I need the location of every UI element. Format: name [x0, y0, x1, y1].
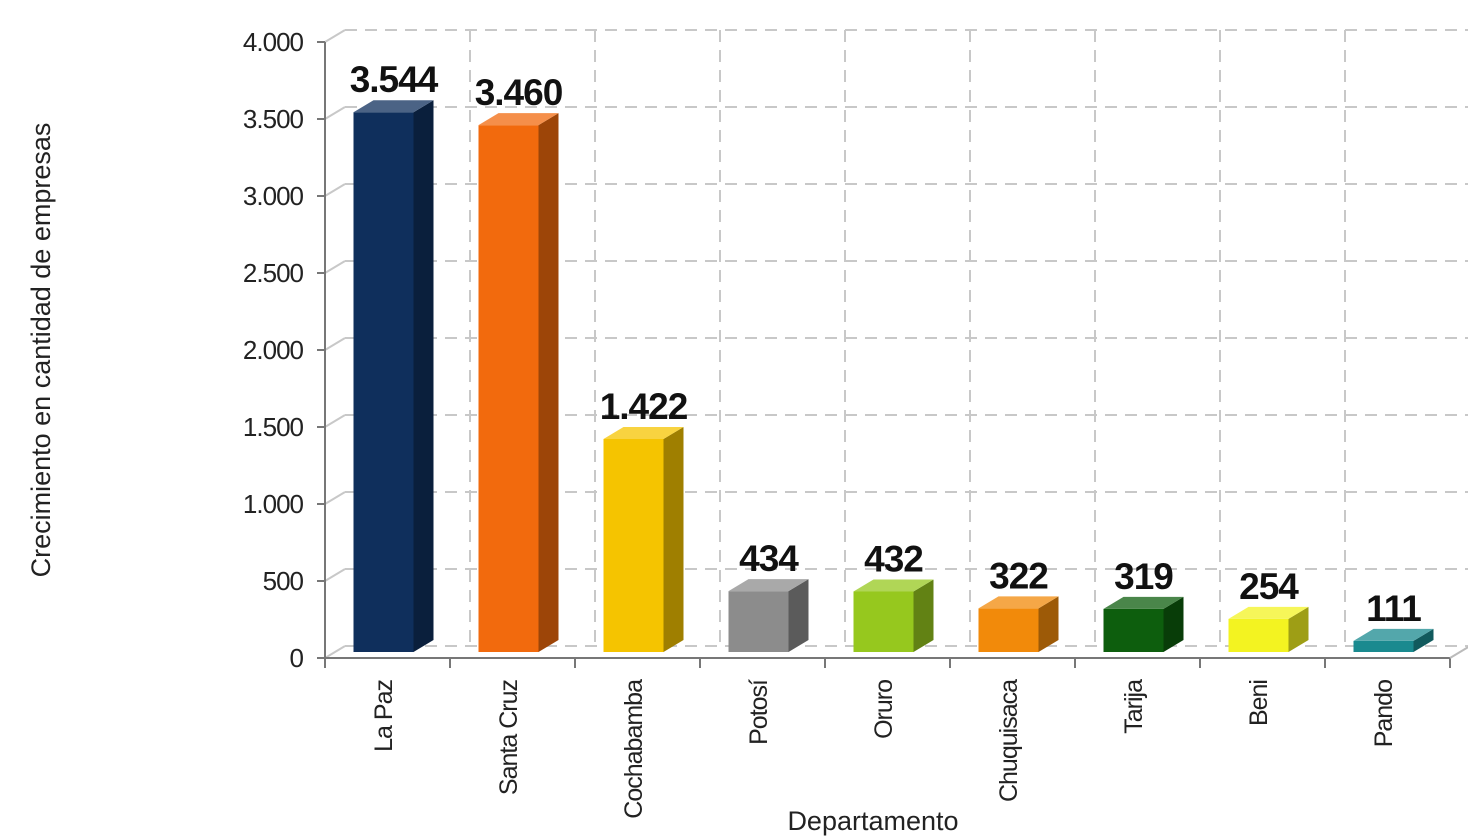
- bar-value-label: 322: [989, 555, 1048, 596]
- x-category-label: Potosí: [745, 679, 773, 745]
- y-tick-label: 500: [263, 566, 304, 596]
- gridline-depth: [324, 337, 346, 351]
- x-category-label: Tarija: [1120, 679, 1148, 734]
- bar-side: [538, 113, 559, 652]
- bar-top: [1103, 596, 1184, 609]
- bar: [853, 579, 934, 652]
- bars-layer: [353, 100, 1434, 652]
- gridline-depth: [324, 29, 346, 43]
- bar-side: [1288, 606, 1309, 652]
- y-axis-title: Crecimiento en cantidad de empresas: [26, 123, 56, 578]
- y-tick-label: 0: [290, 643, 304, 673]
- bar-front: [1228, 618, 1289, 652]
- bar: [1228, 606, 1309, 652]
- bar-top: [978, 596, 1059, 609]
- bar-side: [663, 427, 684, 652]
- bar-side: [1413, 628, 1434, 652]
- bar: [978, 596, 1059, 652]
- y-tick-label: 1.000: [243, 489, 304, 519]
- bar-front: [478, 125, 539, 652]
- bar-side: [413, 100, 434, 652]
- bar-top: [1353, 628, 1434, 641]
- gridline-depth: [324, 260, 346, 274]
- labels-layer: 0 500 1.000 1.500 2.000 2.500 3.000 3.500 4.000 3…: [243, 27, 1422, 819]
- bar-value-label: 432: [864, 538, 923, 579]
- bar: [478, 113, 559, 652]
- bar-front: [978, 608, 1039, 652]
- y-tick-label: 3.000: [243, 181, 304, 211]
- bar-value-label: 111: [1366, 588, 1421, 629]
- bar: [728, 579, 809, 652]
- x-category-label: Santa Cruz: [495, 680, 523, 796]
- x-category-label: Cochabamba: [620, 679, 648, 819]
- axis-layer: [317, 41, 1468, 668]
- bar: [1353, 628, 1434, 652]
- bar-top: [1228, 606, 1309, 619]
- bar: [1103, 596, 1184, 652]
- bar-side: [1163, 596, 1184, 652]
- x-category-label: La Paz: [370, 680, 398, 752]
- x-axis-title: Departamento: [787, 806, 958, 836]
- x-category-label: Pando: [1370, 680, 1398, 747]
- bar-value-label: 3.460: [475, 72, 563, 113]
- bar-top: [853, 579, 934, 592]
- bar-top: [728, 579, 809, 592]
- bar-front: [728, 591, 789, 652]
- bar-value-label: 319: [1114, 556, 1173, 597]
- bar-front: [1103, 608, 1164, 652]
- bar-value-label: 1.422: [600, 386, 688, 427]
- bar: [353, 100, 434, 652]
- gridline-depth: [324, 491, 346, 505]
- bar-front: [603, 439, 664, 652]
- bar-side: [1038, 596, 1059, 652]
- x-category-label: Chuquisaca: [995, 679, 1023, 802]
- gridline-depth: [324, 568, 346, 582]
- gridline-depth: [324, 183, 346, 197]
- gridline-depth: [324, 106, 346, 120]
- bar-value-label: 434: [739, 538, 799, 579]
- bar: [603, 427, 684, 652]
- bar-front: [853, 591, 914, 652]
- gridline-depth: [324, 414, 346, 428]
- bar-side: [788, 579, 809, 652]
- gridline-depth: [324, 645, 346, 659]
- bar-top: [353, 100, 434, 113]
- y-tick-label: 2.000: [243, 335, 304, 365]
- x-category-label: Oruro: [870, 680, 898, 739]
- bar-side: [913, 579, 934, 652]
- bar-value-label: 254: [1239, 566, 1299, 607]
- bar-top: [603, 427, 684, 440]
- bar-front: [353, 112, 414, 652]
- y-tick-label: 3.500: [243, 104, 304, 134]
- y-tick-label: 4.000: [243, 27, 304, 57]
- floor-edge: [1449, 646, 1468, 659]
- y-tick-label: 1.500: [243, 412, 304, 442]
- y-tick-label: 2.500: [243, 258, 304, 288]
- bar-front: [1353, 640, 1414, 652]
- bar-top: [478, 113, 559, 126]
- x-category-label: Beni: [1245, 680, 1273, 726]
- bar-value-label: 3.544: [350, 59, 439, 100]
